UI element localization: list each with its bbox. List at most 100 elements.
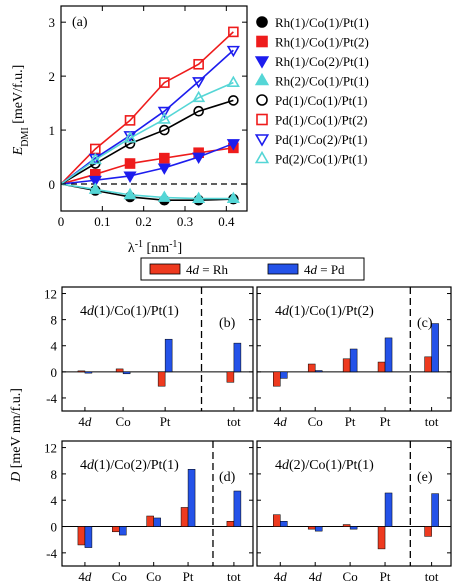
x-tick-label: 0.3 bbox=[177, 214, 193, 229]
data-point bbox=[256, 16, 268, 28]
category-label-part: 4 bbox=[309, 569, 316, 584]
legend-pd-part: d bbox=[311, 262, 318, 277]
x-axis-label-part: [nm bbox=[143, 241, 169, 256]
y-tick-label: 12 bbox=[44, 287, 57, 302]
category-label-part: Pt bbox=[380, 414, 391, 429]
bar-rh bbox=[77, 370, 86, 373]
category-label: Pt bbox=[183, 569, 194, 584]
x-tick-label: 0.2 bbox=[136, 214, 152, 229]
panel-label: (b) bbox=[219, 316, 236, 331]
panel-title-part: (2)/Co(1)/Pt(1) bbox=[289, 458, 374, 473]
y-tick-label: 0 bbox=[51, 520, 58, 535]
series-line bbox=[60, 81, 234, 185]
category-label: Co bbox=[343, 569, 358, 584]
bar-pd bbox=[122, 371, 131, 375]
category-label: tot bbox=[227, 414, 241, 429]
legend-entry: Rh(1)/Co(1)/Pt(2) bbox=[256, 35, 369, 50]
svg-text:4d = Rh: 4d = Rh bbox=[186, 262, 229, 277]
legend-entry-label: Rh(1)/Co(1)/Pt(2) bbox=[275, 35, 369, 50]
data-point bbox=[157, 112, 171, 124]
legend-entry: Rh(2)/Co(1)/Pt(1) bbox=[254, 72, 369, 89]
data-point bbox=[124, 158, 136, 169]
legend-entry: Pd(1)/Co(1)/Pt(2) bbox=[256, 113, 367, 128]
shared-y-label-part: D bbox=[9, 472, 24, 483]
bar-pd bbox=[84, 371, 93, 374]
y-tick-label: 4 bbox=[51, 339, 58, 354]
series-Pd(1)/Co(1)/Pt(2) bbox=[60, 26, 239, 185]
bar-rh bbox=[226, 371, 235, 383]
data-point bbox=[254, 134, 270, 147]
bar-pd bbox=[314, 526, 323, 532]
panel-title: 4d(1)/Co(2)/Pt(1) bbox=[80, 458, 179, 473]
y-tick-label: 4 bbox=[51, 493, 58, 508]
bar-rh bbox=[112, 526, 120, 533]
panel-title-part: 4 bbox=[275, 304, 282, 319]
svg-text:EDMI [meV/f.u.]: EDMI [meV/f.u.] bbox=[11, 65, 31, 157]
bar-rh bbox=[226, 521, 235, 527]
category-label-part: Co bbox=[112, 569, 127, 584]
bar-pd bbox=[119, 526, 127, 536]
bar-rh bbox=[273, 514, 281, 527]
y-tick-label: 0 bbox=[49, 177, 56, 192]
bar-rh bbox=[342, 524, 351, 527]
data-point bbox=[226, 191, 240, 203]
panel-label: (c) bbox=[417, 316, 433, 331]
category-label: 4d bbox=[274, 569, 288, 584]
y-tick-label: 3 bbox=[49, 15, 56, 30]
bar-pd bbox=[233, 342, 242, 373]
bar-pd bbox=[280, 371, 288, 379]
legend-entry: Rh(1)/Co(2)/Pt(1) bbox=[254, 54, 369, 69]
svg-text:D [meV nm/f.u.]: D [meV nm/f.u.] bbox=[9, 388, 24, 483]
legend-pd-part: = Pd bbox=[317, 262, 345, 277]
bar-pd bbox=[384, 337, 393, 373]
legend-entry-label: Rh(1)/Co(2)/Pt(1) bbox=[275, 54, 369, 69]
panel-title-part: d bbox=[282, 458, 290, 473]
category-label-part: Pt bbox=[380, 569, 391, 584]
category-label-part: tot bbox=[425, 569, 439, 584]
y-axis-label-part: E bbox=[11, 146, 26, 156]
data-point bbox=[256, 113, 268, 126]
category-label-part: Pt bbox=[345, 414, 356, 429]
panel-title-part: (1)/Co(1)/Pt(1) bbox=[94, 304, 179, 319]
category-label: Pt bbox=[160, 414, 171, 429]
series-Rh(1)/Co(1)/Pt(1) bbox=[60, 183, 239, 206]
legend-rh-part: d bbox=[193, 262, 200, 277]
svg-text:4d = Pd: 4d = Pd bbox=[304, 262, 345, 277]
bar-pd bbox=[280, 521, 288, 527]
data-point bbox=[123, 187, 137, 200]
data-point bbox=[88, 182, 102, 194]
panel-title-part: 4 bbox=[275, 458, 282, 473]
panel-title-part: (1)/Co(2)/Pt(1) bbox=[94, 458, 179, 473]
panel-title-part: d bbox=[87, 458, 95, 473]
series-line bbox=[60, 31, 234, 185]
bar-pd bbox=[314, 370, 323, 373]
panel-title-part: d bbox=[282, 304, 290, 319]
panel-frame bbox=[61, 440, 254, 567]
panel-title: 4d(1)/Co(1)/Pt(2) bbox=[275, 304, 374, 319]
bar-pd bbox=[384, 492, 393, 527]
category-label-part: d bbox=[280, 569, 287, 584]
data-point bbox=[254, 56, 270, 69]
bar-rh bbox=[273, 371, 281, 387]
legend-rh-part: 4 bbox=[186, 262, 193, 277]
series-Pd(1)/Co(2)/Pt(1) bbox=[60, 45, 240, 185]
bar-pd bbox=[349, 526, 358, 530]
series-line bbox=[60, 49, 234, 185]
bar-pd bbox=[153, 517, 161, 527]
category-label: tot bbox=[425, 414, 439, 429]
category-label: Pt bbox=[345, 414, 356, 429]
bar-pd bbox=[187, 469, 196, 527]
bar-pd bbox=[164, 338, 173, 373]
y-tick-label: 8 bbox=[51, 467, 58, 482]
data-point bbox=[192, 77, 206, 89]
legend-entry-label: Pd(1)/Co(1)/Pt(2) bbox=[275, 113, 367, 128]
plot-area-a: 0 0.1 0.2 0.3 0.4 0 1 2 3 bbox=[49, 5, 248, 229]
data-point bbox=[123, 171, 137, 183]
data-point bbox=[88, 175, 102, 188]
category-label: 4d bbox=[78, 569, 92, 584]
category-label: Pt bbox=[380, 414, 391, 429]
